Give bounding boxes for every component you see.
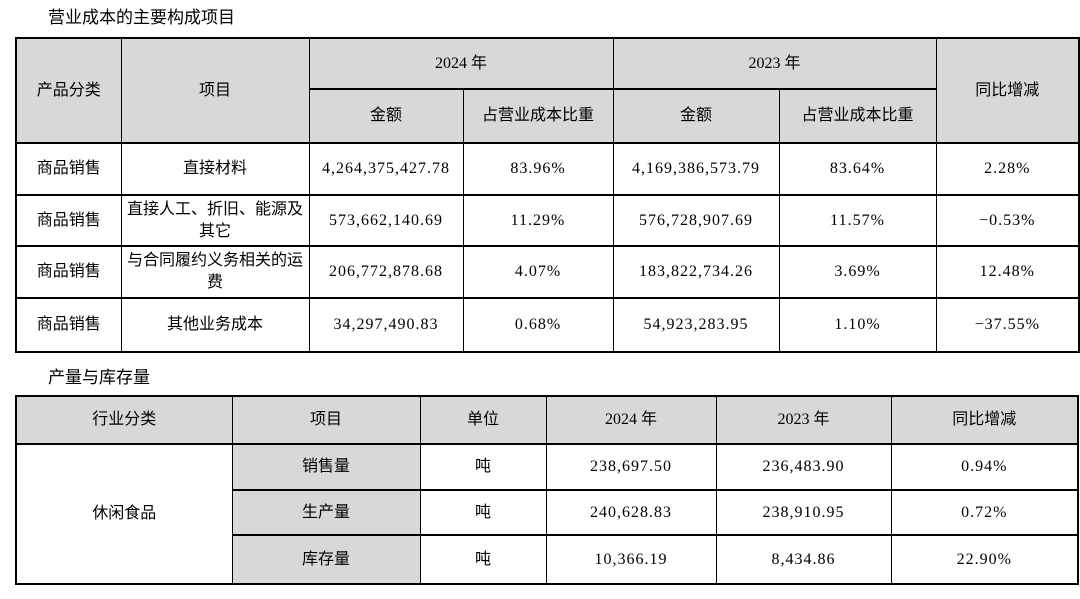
yoy-cell: 0.94% xyxy=(890,443,1079,491)
yoy-cell: −0.53% xyxy=(935,194,1080,247)
table-row: 商品销售 直接材料 4,264,375,427.78 83.96% 4,169,… xyxy=(15,142,1080,196)
ratio-2023-header: 占营业成本比重 xyxy=(778,88,937,144)
production-section-title: 产量与库存量 xyxy=(48,368,150,387)
amount-2024-cell: 573,662,140.69 xyxy=(308,194,464,247)
amount-2023-cell: 183,822,734.26 xyxy=(612,245,780,299)
category-cell: 商品销售 xyxy=(15,142,122,196)
amount-2024-cell: 4,264,375,427.78 xyxy=(308,142,464,196)
value-2024-cell: 10,366.19 xyxy=(545,534,717,585)
ratio-2023-cell: 11.57% xyxy=(778,194,937,247)
ratio-2024-cell: 83.96% xyxy=(462,142,614,196)
category-cell: 商品销售 xyxy=(15,194,122,247)
table-row: 生产量 吨 240,628.83 238,910.95 0.72% xyxy=(16,489,1079,536)
production-table: 行业分类 项目 单位 2024 年 2023 年 同比增减 休闲食品 销售量 吨… xyxy=(15,395,1079,585)
yoy-header: 同比增减 xyxy=(935,37,1080,144)
item-cell: 生产量 xyxy=(231,489,421,536)
year-2023-header: 2023 年 xyxy=(715,395,892,445)
item-cell: 其他业务成本 xyxy=(120,297,310,353)
unit-cell: 吨 xyxy=(419,534,547,585)
category-cell: 商品销售 xyxy=(15,245,122,299)
value-2024-cell: 240,628.83 xyxy=(545,489,717,536)
ratio-2023-cell: 3.69% xyxy=(778,245,937,299)
table-row: 库存量 吨 10,366.19 8,434.86 22.90% xyxy=(16,534,1079,585)
amount-2024-cell: 206,772,878.68 xyxy=(308,245,464,299)
table-row: 商品销售 直接人工、折旧、能源及其它 573,662,140.69 11.29%… xyxy=(15,194,1080,247)
yoy-cell: 0.72% xyxy=(890,489,1079,536)
unit-header: 单位 xyxy=(419,395,547,445)
item-header: 项目 xyxy=(120,37,310,144)
ratio-2024-header: 占营业成本比重 xyxy=(462,88,614,144)
amount-2023-cell: 4,169,386,573.79 xyxy=(612,142,780,196)
ratio-2023-cell: 1.10% xyxy=(778,297,937,353)
year-2024-header: 2024 年 xyxy=(308,37,614,90)
item-header: 项目 xyxy=(231,395,421,445)
value-2023-cell: 238,910.95 xyxy=(715,489,892,536)
table-row: 休闲食品 销售量 吨 238,697.50 236,483.90 0.94% xyxy=(15,443,1079,585)
ratio-2023-cell: 83.64% xyxy=(778,142,937,196)
year-2023-header: 2023 年 xyxy=(612,37,937,90)
amount-2023-cell: 576,728,907.69 xyxy=(612,194,780,247)
amount-2024-cell: 34,297,490.83 xyxy=(308,297,464,353)
value-2024-cell: 238,697.50 xyxy=(545,443,717,491)
value-2023-cell: 236,483.90 xyxy=(715,443,892,491)
value-2023-cell: 8,434.86 xyxy=(715,534,892,585)
category-cell: 商品销售 xyxy=(15,297,122,353)
item-cell: 销售量 xyxy=(231,443,421,491)
yoy-header: 同比增减 xyxy=(890,395,1079,445)
year-2024-header: 2024 年 xyxy=(545,395,717,445)
product-category-header: 产品分类 xyxy=(15,37,122,144)
item-cell: 库存量 xyxy=(231,534,421,585)
ratio-2024-cell: 0.68% xyxy=(462,297,614,353)
amount-2023-header: 金额 xyxy=(612,88,780,144)
item-cell: 直接人工、折旧、能源及其它 xyxy=(120,194,310,247)
table-row: 商品销售 其他业务成本 34,297,490.83 0.68% 54,923,2… xyxy=(15,297,1080,353)
yoy-cell: 22.90% xyxy=(890,534,1079,585)
amount-2024-header: 金额 xyxy=(308,88,464,144)
cost-section-title: 营业成本的主要构成项目 xyxy=(48,8,235,27)
ratio-2024-cell: 4.07% xyxy=(462,245,614,299)
yoy-cell: −37.55% xyxy=(935,297,1080,353)
industry-category-header: 行业分类 xyxy=(15,395,233,445)
yoy-cell: 2.28% xyxy=(935,142,1080,196)
item-cell: 与合同履约义务相关的运费 xyxy=(120,245,310,299)
yoy-cell: 12.48% xyxy=(935,245,1080,299)
unit-cell: 吨 xyxy=(419,489,547,536)
industry-cell: 休闲食品 xyxy=(15,443,233,585)
cost-table: 产品分类 项目 2024 年 2023 年 同比增减 金额 占营业成本比重 金额… xyxy=(15,37,1080,353)
unit-cell: 吨 xyxy=(419,443,547,491)
amount-2023-cell: 54,923,283.95 xyxy=(612,297,780,353)
table-row: 商品销售 与合同履约义务相关的运费 206,772,878.68 4.07% 1… xyxy=(15,245,1080,299)
ratio-2024-cell: 11.29% xyxy=(462,194,614,247)
item-cell: 直接材料 xyxy=(120,142,310,196)
